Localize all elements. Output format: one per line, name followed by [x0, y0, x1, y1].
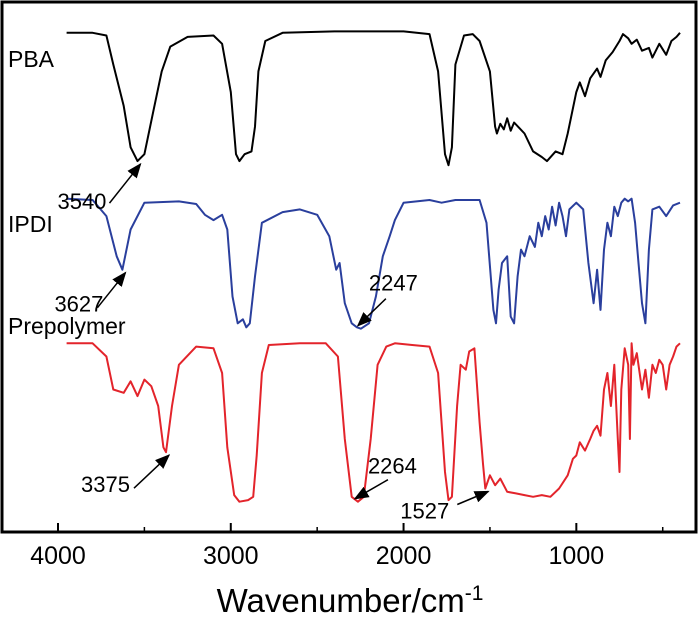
peak-annotations: 3540 3627 2247 3375 2264 1527 — [54, 162, 490, 524]
annotation-label-3540: 3540 — [57, 189, 106, 214]
x-tick-label-4000: 4000 — [30, 542, 86, 570]
x-axis-label-superscript: -1 — [465, 582, 484, 605]
series-label-ipdi: IPDI — [8, 211, 53, 237]
plot-frame — [0, 0, 698, 534]
series-line-pba — [66, 30, 681, 167]
annotation-arrow-2247 — [356, 298, 387, 327]
annotation-label-2247: 2247 — [369, 271, 418, 296]
series-label-pba: PBA — [8, 46, 55, 72]
annotation-arrow-3627 — [96, 271, 127, 309]
series-label-prepolymer: Prepolymer — [8, 313, 126, 339]
annotation-label-2264: 2264 — [368, 454, 417, 479]
annotation-label-3627: 3627 — [54, 292, 103, 317]
annotation-label-3375: 3375 — [81, 472, 130, 497]
annotation-arrow-3375 — [133, 454, 171, 489]
x-axis-label: Wavenumber/cm-1 — [217, 582, 484, 619]
annotation-arrow-2264 — [353, 479, 389, 500]
annotation-label-1527: 1527 — [400, 499, 449, 524]
annotation-arrow-1527 — [456, 490, 490, 506]
series-line-ipdi — [66, 197, 681, 330]
x-tick-label-1000: 1000 — [549, 542, 605, 570]
x-tick-label-2000: 2000 — [376, 542, 432, 570]
series-labels: PBA IPDI Prepolymer — [8, 46, 126, 339]
series-layer — [66, 30, 681, 503]
series-line-prepolymer — [66, 342, 681, 503]
annotation-arrow-3540 — [108, 162, 142, 204]
x-tick-label-3000: 3000 — [203, 542, 259, 570]
x-axis-ticks: 4000 3000 2000 1000 — [30, 523, 664, 570]
